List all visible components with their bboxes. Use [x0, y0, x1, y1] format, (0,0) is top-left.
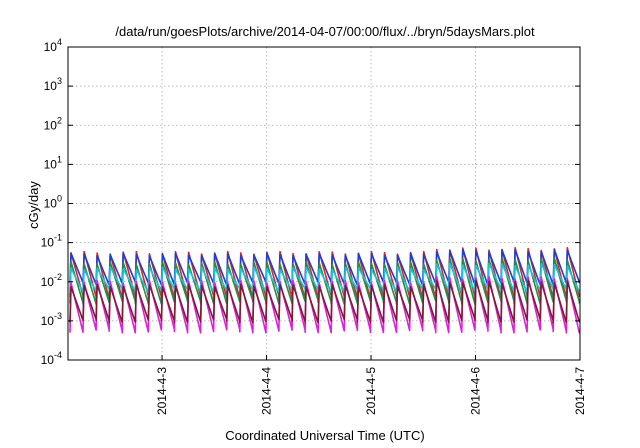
y-tick-label: 10-1	[41, 233, 62, 250]
series-line	[69, 246, 581, 300]
series-line	[69, 262, 581, 294]
series-layer	[69, 246, 581, 334]
x-tick-label: 2014-4-5	[364, 367, 378, 415]
y-tick-label: 100	[44, 194, 62, 211]
x-tick-label: 2014-4-7	[573, 367, 587, 415]
axes: 10-4 10-3 10-2 10-1 100 101 102 103 104 2014-4-3 2…	[41, 37, 587, 415]
y-tick-label: 104	[44, 37, 62, 54]
series-line	[69, 279, 581, 324]
y-tick-label: 103	[44, 76, 62, 93]
x-tick-label: 2014-4-6	[469, 367, 483, 415]
y-axis-label: cGy/day	[26, 181, 41, 229]
y-tick-label: 10-3	[41, 311, 62, 328]
x-tick-label: 2014-4-3	[155, 367, 169, 415]
x-tick-label: 2014-4-4	[260, 367, 274, 415]
grid	[68, 47, 581, 360]
plot-frame	[67, 46, 581, 361]
chart-title: /data/run/goesPlots/archive/2014-04-07/0…	[115, 24, 535, 39]
y-tick-label: 10-2	[41, 272, 62, 289]
y-tick-label: 101	[44, 154, 62, 171]
y-tick-label: 102	[44, 115, 62, 132]
y-tick-label: 10-4	[41, 350, 62, 367]
x-axis-label: Coordinated Universal Time (UTC)	[225, 428, 424, 443]
